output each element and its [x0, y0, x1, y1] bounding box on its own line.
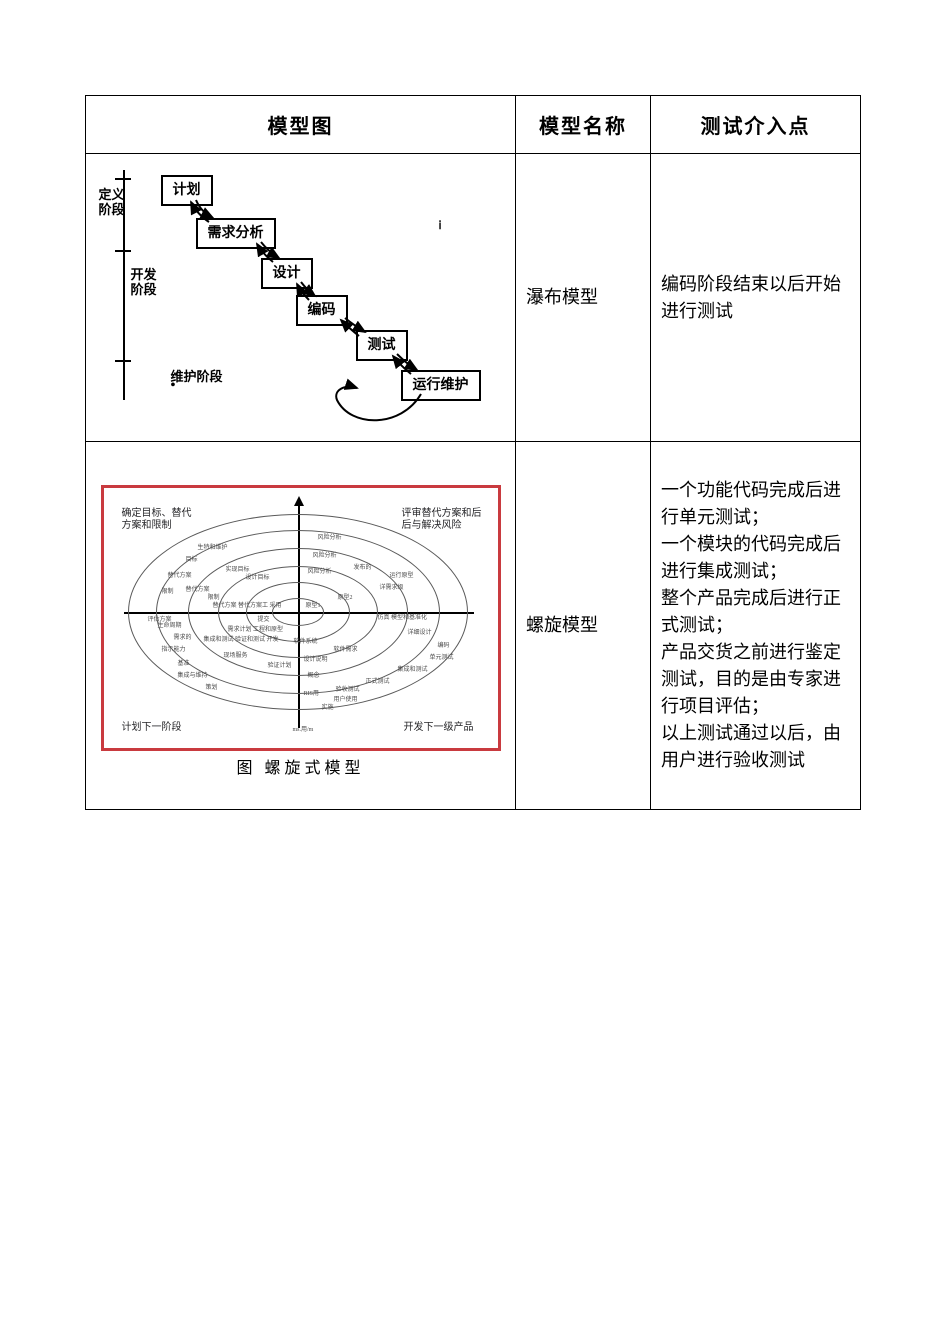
aux-mark: ⅰ	[439, 218, 442, 235]
wf-box-design: 设计	[261, 258, 313, 289]
spiral-annotation: 集成和测试	[398, 666, 428, 675]
spiral-annotation: RIS用	[304, 690, 319, 699]
spiral-annotation: 风险分析	[318, 534, 342, 543]
header-diagram: 模型图	[86, 96, 516, 154]
spiral-annotation: 现场服务	[224, 652, 248, 661]
spiral-annotation: 风险分析	[313, 552, 337, 561]
spiral-annotation: 验收测试	[336, 686, 360, 695]
spiral-caption: 图 螺旋式模型	[101, 751, 501, 781]
spiral-annotation: 原型1	[306, 602, 321, 611]
spiral-annotation: 需求计划 工程和原型	[228, 626, 284, 635]
models-table: 模型图 模型名称 测试介入点 定义阶段 开发阶段	[85, 95, 861, 810]
wf-box-test: 测试	[356, 330, 408, 361]
spiral-annotation: 实现目标	[226, 566, 250, 575]
wf-box-maintain: 运行维护	[401, 370, 481, 401]
spiral-annotation: 运行原型	[390, 572, 414, 581]
header-name: 模型名称	[516, 96, 651, 154]
spiral-annotation: 策划	[206, 684, 218, 693]
axis-tick	[115, 250, 131, 252]
spiral-annotation: 替代方案 替代方案工 采用	[213, 602, 282, 611]
quadrant-label-tl: 确定目标、替代方案和限制	[122, 508, 192, 531]
wf-box-coding: 编码	[296, 295, 348, 326]
spiral-annotation: 集成与维持	[178, 672, 208, 681]
spiral-annotation: 设计说明	[304, 656, 328, 665]
axis-tick	[115, 360, 131, 362]
table-row: 确定目标、替代方案和限制 评审替代方案和后后与解决风险 计划下一阶段 开发下一级…	[86, 442, 861, 810]
table-header-row: 模型图 模型名称 测试介入点	[86, 96, 861, 154]
spiral-annotation: 软件系统	[294, 638, 318, 647]
document-page: 模型图 模型名称 测试介入点 定义阶段 开发阶段	[0, 0, 945, 810]
axis-tick	[115, 178, 131, 180]
spiral-diagram-container: 确定目标、替代方案和限制 评审替代方案和后后与解决风险 计划下一阶段 开发下一级…	[101, 485, 501, 781]
spiral-annotation: 发布的	[354, 564, 372, 573]
spiral-diagram: 确定目标、替代方案和限制 评审替代方案和后后与解决风险 计划下一阶段 开发下一级…	[108, 494, 488, 744]
model-name-waterfall: 瀑布模型	[516, 154, 651, 442]
spiral-annotation: 设计目标	[246, 574, 270, 583]
spiral-annotation: 替代方案	[186, 586, 210, 595]
spiral-annotation: 目标	[186, 556, 198, 565]
waterfall-diagram: 定义阶段 开发阶段 维护阶段 • ⅰ 计划 需求分析 设计 编码 测试 运行维护	[101, 170, 501, 425]
spiral-annotation: 实施	[322, 704, 334, 713]
spiral-annotation: 提交	[258, 616, 270, 625]
spiral-annotation: ms.用/m	[293, 726, 314, 735]
header-entry: 测试介入点	[651, 96, 861, 154]
spiral-annotation: 编码	[438, 642, 450, 651]
diagram-cell-waterfall: 定义阶段 开发阶段 维护阶段 • ⅰ 计划 需求分析 设计 编码 测试 运行维护	[86, 154, 516, 442]
spiral-annotation: 原型2	[338, 594, 353, 603]
spiral-annotation: 仿真 模型和基准化	[378, 614, 428, 623]
phase-label-definition: 定义阶段	[99, 188, 125, 218]
spiral-annotation: 软件需求	[334, 646, 358, 655]
spiral-annotation: 详细设计	[408, 629, 432, 638]
quadrant-label-bl: 计划下一阶段	[122, 722, 182, 734]
phase-label-development: 开发阶段	[131, 268, 157, 298]
phase-label-maintenance: 维护阶段	[171, 370, 223, 385]
spiral-annotation: 单元测试	[430, 654, 454, 663]
spiral-annotation: 基准	[178, 660, 190, 669]
maintenance-dot: •	[171, 375, 176, 396]
diagram-cell-spiral: 确定目标、替代方案和限制 评审替代方案和后后与解决风险 计划下一阶段 开发下一级…	[86, 442, 516, 810]
spiral-annotation: 概念	[308, 672, 320, 681]
spiral-annotation: 指示能力	[162, 646, 186, 655]
table-row: 定义阶段 开发阶段 维护阶段 • ⅰ 计划 需求分析 设计 编码 测试 运行维护	[86, 154, 861, 442]
spiral-annotation: 生命周期	[158, 622, 182, 631]
entry-point-spiral: 一个功能代码完成后进行单元测试；一个模块的代码完成后进行集成测试；整个产品完成后…	[651, 442, 861, 810]
spiral-annotation: 风险分析	[308, 568, 332, 577]
spiral-annotation: 验证计划	[268, 662, 292, 671]
quadrant-label-br: 开发下一级产品	[404, 722, 474, 734]
model-name-spiral: 螺旋模型	[516, 442, 651, 810]
wf-box-plan: 计划	[161, 175, 213, 206]
spiral-frame: 确定目标、替代方案和限制 评审替代方案和后后与解决风险 计划下一阶段 开发下一级…	[101, 485, 501, 751]
spiral-annotation: 集成和测试 验证和测试 开发	[204, 636, 279, 645]
spiral-annotation: 限制	[162, 588, 174, 597]
spiral-annotation: 需求的	[174, 634, 192, 643]
spiral-annotation: 生特和维护	[198, 544, 228, 553]
entry-point-waterfall: 编码阶段结束以后开始进行测试	[651, 154, 861, 442]
spiral-annotation: 正式测试	[366, 678, 390, 687]
wf-box-requirements: 需求分析	[196, 218, 276, 249]
spiral-annotation: 用户使用	[334, 696, 358, 705]
spiral-annotation: 详需求级	[380, 584, 404, 593]
spiral-annotation: 替代方案	[168, 572, 192, 581]
quadrant-label-tr: 评审替代方案和后后与解决风险	[402, 508, 482, 531]
